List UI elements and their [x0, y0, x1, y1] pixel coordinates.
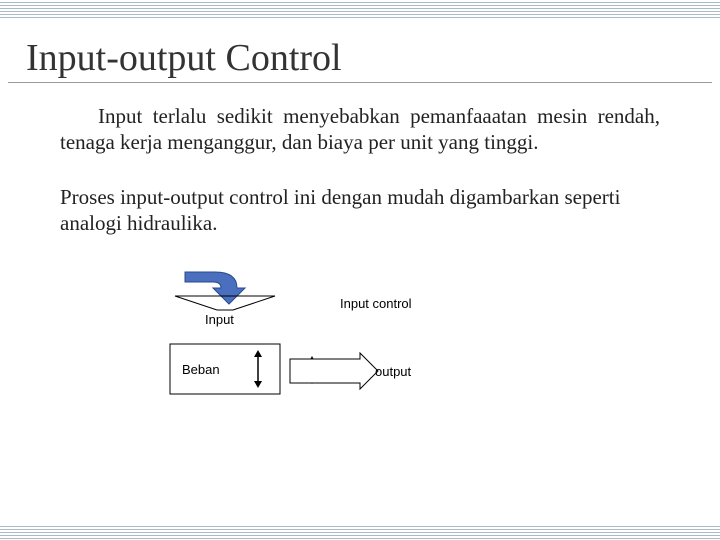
paragraph-2: Proses input-output control ini dengan m…	[60, 184, 660, 237]
input-label: Input	[205, 312, 234, 327]
input-control-label: Input control	[340, 296, 412, 311]
output-label: output	[375, 364, 411, 379]
content-area: Input terlalu sedikit menyebabkan pemanf…	[0, 83, 720, 414]
top-decorative-border	[0, 0, 720, 18]
slide-title: Input-output Control	[8, 18, 712, 83]
diagram-svg	[140, 264, 520, 414]
beban-label: Beban	[182, 362, 220, 377]
hydraulic-diagram: Input Input control Beban output	[140, 264, 520, 414]
paragraph-1: Input terlalu sedikit menyebabkan pemanf…	[60, 103, 660, 156]
bottom-decorative-border	[0, 526, 720, 540]
